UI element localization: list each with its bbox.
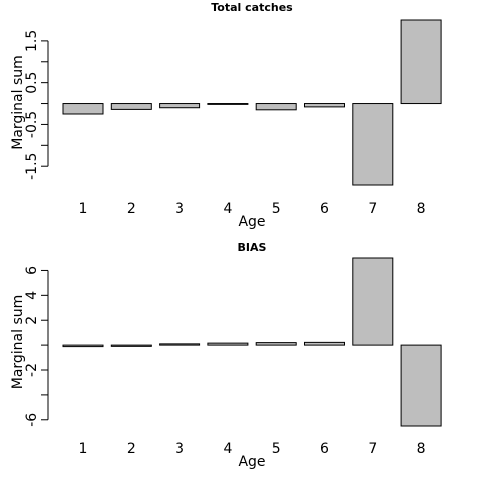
panel-1-bar-4 [207,103,249,105]
panel-2-y-tick-label: 6 [24,266,40,275]
panel-2-x-tick-label: 5 [272,441,281,457]
panel-1-y-tick-label: 1.5 [24,30,40,52]
panel-2-x-tick-label: 1 [79,441,88,457]
panel-1-x-tick-label: 4 [223,201,232,217]
panel-1-bar-6 [304,103,345,108]
panel-1-title: Total catches [211,1,293,14]
panel-1-x-tick-label: 1 [79,201,88,217]
panel-1-bar-2 [110,103,152,110]
panel-2-x-tick-label: 6 [320,441,329,457]
panel-2-bar-6 [304,341,345,346]
panel-2-x-axis-label: Age [238,454,265,470]
panel-2-y-tick-label: 4 [24,291,40,300]
panel-2-x-tick-label: 2 [127,441,136,457]
panel-1-bar-5 [255,103,297,111]
panel-2-title: BIAS [238,241,267,254]
panel-1-x-tick-label: 2 [127,201,136,217]
panel-1-y-tick-label: -0.5 [24,111,40,138]
panel-2-x-tick-label: 4 [223,441,232,457]
panel-1-x-tick-label: 6 [320,201,329,217]
panel-1-y-tick-label: -1.5 [24,153,40,180]
panel-1-x-tick-label: 3 [175,201,184,217]
panel-2-bar-3 [159,343,201,346]
panel-1-x-tick-label: 5 [272,201,281,217]
panel-2-bar-2 [110,344,152,347]
panel-2-bar-8 [400,344,442,427]
panel-1-bar-8 [400,19,442,105]
panel-2-x-tick-label: 3 [175,441,184,457]
panel-1-y-axis-label: Marginal sum [10,55,26,150]
panel-2-x-tick-label: 8 [417,441,426,457]
panel-2-y-axis-label: Marginal sum [10,295,26,390]
panel-1-y-tick-label: 0.5 [24,72,40,94]
panel-1-bar-1 [62,103,104,115]
panel-2-x-tick-label: 7 [368,441,377,457]
panel-2-bar-1 [62,344,104,348]
panel-1-bar-7 [352,103,394,186]
panel-2-bar-7 [352,257,394,346]
panel-1-x-tick-label: 7 [368,201,377,217]
panel-2-y-tick-label: -2 [24,363,40,377]
panel-1-bar-3 [159,103,201,109]
panel-1-x-axis-label: Age [238,214,265,230]
panel-1-x-tick-label: 8 [417,201,426,217]
panel-2-y-tick-label: 2 [24,316,40,325]
panel-2-bar-5 [255,342,297,346]
panel-2-bar-4 [207,342,249,346]
panel-2-y-tick-label: -6 [24,413,40,427]
